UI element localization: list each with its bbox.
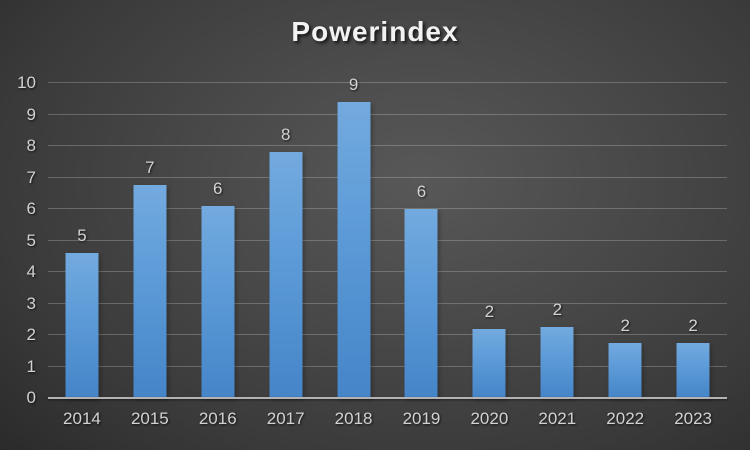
x-tick-label-2017: 2017: [266, 409, 305, 428]
bar-value-label-2014: 5: [77, 226, 87, 246]
bar-2023: [676, 342, 710, 398]
y-tick-label-1: 1: [26, 356, 36, 376]
gridline-4: [48, 271, 727, 272]
y-tick-label-4: 4: [26, 262, 36, 281]
plot-area: 5 2014 7 2015 6 2016 8 2017 9 2018 6 2019 2 2020 2 2021…: [48, 75, 727, 428]
category-cell-2016: 6 2016: [184, 83, 252, 428]
bar-value-label-2022: 2: [620, 315, 630, 335]
bar-2021: [540, 327, 574, 398]
category-cell-2020: 2 2020: [455, 83, 523, 428]
gridline-10: [48, 82, 727, 83]
bar-value-label-2016: 6: [213, 178, 223, 198]
x-tick-label-2018: 2018: [334, 409, 373, 428]
category-cell-2022: 2 2022: [591, 83, 659, 428]
category-cell-2018: 9 2018: [320, 75, 388, 428]
bar-value-label-2019: 6: [416, 182, 427, 201]
category-cell-2019: 6 2019: [388, 83, 456, 428]
gridline-1: [48, 365, 727, 367]
x-tick-label-2022: 2022: [606, 409, 645, 428]
gridline-7: [48, 176, 727, 178]
x-axis-line: [48, 397, 727, 399]
category-cell-2017: 8 2017: [252, 83, 320, 428]
bar-value-label-2020: 2: [484, 301, 495, 321]
bar-2016: [201, 205, 235, 398]
y-tick-label-6: 6: [26, 199, 36, 218]
y-tick-label-5: 5: [26, 230, 36, 250]
chart-title: Powerindex: [291, 16, 459, 47]
bar-2020: [472, 328, 506, 398]
bar-2014: [65, 253, 99, 398]
category-cell-2015: 7 2015: [116, 83, 184, 428]
bar-value-label-2023: 2: [688, 315, 698, 335]
bar-2015: [133, 185, 167, 398]
y-tick-label-8: 8: [26, 136, 36, 155]
x-tick-label-2020: 2020: [470, 409, 509, 428]
x-tick-label-2021: 2021: [538, 409, 577, 428]
gridline-6: [48, 208, 727, 209]
bar-value-label-2021: 2: [552, 300, 563, 320]
bar-2019: [404, 209, 438, 398]
bar-cells: 5 2014 7 2015 6 2016 8 2017 9 2018 6 2019 2 2020 2 2021…: [48, 75, 727, 428]
gridline-2: [48, 334, 727, 335]
bar-value-label-2017: 8: [280, 125, 291, 145]
y-tick-label-0: 0: [26, 388, 36, 407]
x-tick-label-2015: 2015: [130, 409, 169, 428]
gridline-8: [48, 145, 727, 146]
bar-2022: [608, 342, 642, 398]
y-tick-label-9: 9: [26, 104, 36, 124]
bar-value-label-2018: 9: [348, 74, 359, 94]
y-tick-label-10: 10: [17, 73, 36, 92]
y-tick-label-3: 3: [26, 293, 36, 313]
category-cell-2021: 2 2021: [523, 83, 591, 428]
bar-value-label-2015: 7: [145, 158, 155, 178]
gridline-3: [48, 302, 727, 304]
bar-2018: [337, 101, 371, 398]
category-cell-2014: 5 2014: [48, 83, 116, 428]
y-tick-label-2: 2: [26, 325, 36, 344]
x-tick-label-2016: 2016: [198, 409, 237, 428]
bar-2017: [269, 152, 303, 398]
x-tick-label-2023: 2023: [674, 409, 713, 428]
gridline-9: [48, 113, 727, 115]
y-axis-tick-labels: 0 1 2 3 4 5 6 7 8 9 10: [0, 73, 36, 407]
y-tick-label-7: 7: [26, 167, 36, 187]
gridline-5: [48, 239, 727, 241]
category-cell-2023: 2 2023: [659, 83, 727, 428]
x-tick-label-2019: 2019: [402, 409, 441, 428]
x-tick-label-2014: 2014: [63, 409, 101, 428]
